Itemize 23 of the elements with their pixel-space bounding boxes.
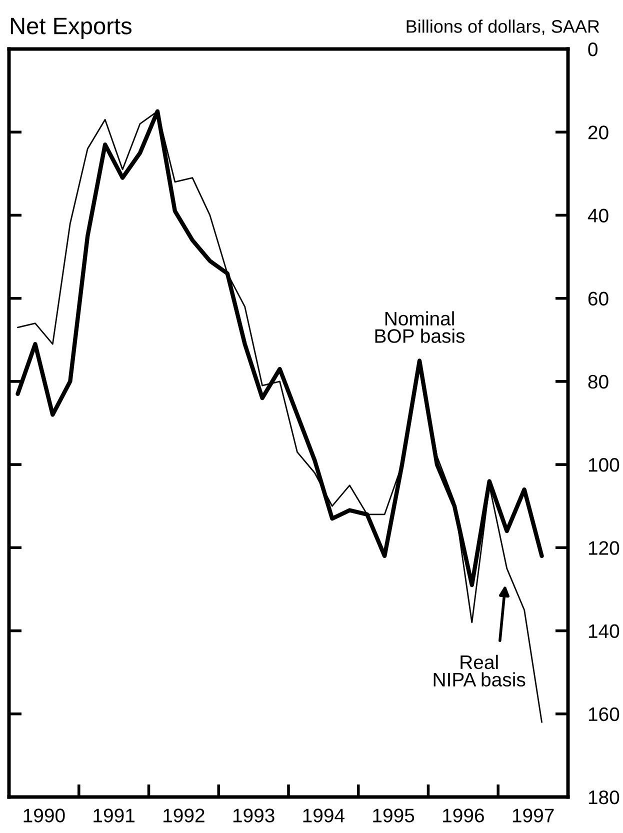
chart-title: Net Exports [10, 18, 132, 40]
series-label: Nominal BOP basis [375, 311, 465, 343]
y-tick-label: 0 [588, 42, 598, 56]
series-label: Real NIPA basis [434, 654, 526, 687]
line-series [17, 110, 542, 723]
y-tick-label: 140 [588, 624, 620, 638]
y-tick-label: 20 [588, 126, 608, 140]
x-tick-label: 1991 [94, 808, 134, 822]
x-tick-label: 1993 [233, 808, 274, 822]
y-tick-label: 80 [588, 374, 608, 389]
x-tick-label: 1995 [373, 808, 414, 822]
x-tick-label: 1997 [512, 808, 554, 822]
y-tick-label: 180 [588, 790, 620, 804]
y-tick-label: 40 [588, 208, 608, 222]
y-tick-label: 160 [588, 707, 620, 722]
x-tick-label: 1990 [24, 808, 65, 822]
y-tick-label: 100 [588, 458, 620, 472]
x-tick-label: 1996 [443, 808, 484, 822]
y-tick-label: 60 [588, 292, 608, 306]
x-tick-label: 1994 [303, 808, 344, 822]
y-axis-title: Billions of dollars, SAAR [406, 20, 600, 35]
x-tick-label: 1992 [164, 808, 204, 822]
y-tick-label: 120 [588, 541, 620, 555]
